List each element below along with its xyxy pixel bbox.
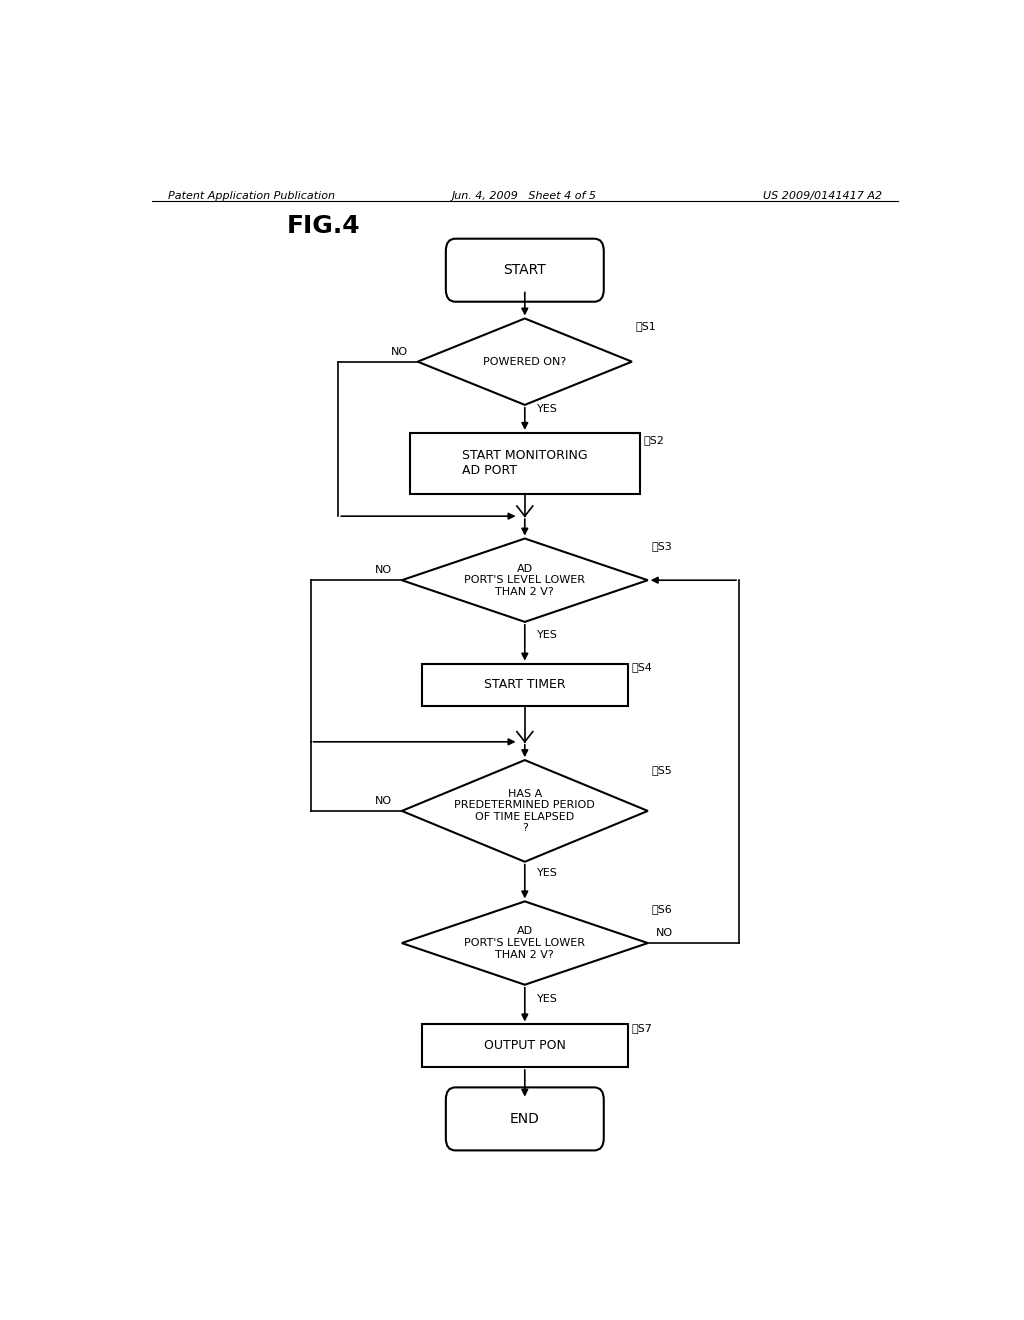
Polygon shape [401, 760, 648, 862]
Text: AD
PORT'S LEVEL LOWER
THAN 2 V?: AD PORT'S LEVEL LOWER THAN 2 V? [464, 927, 586, 960]
Text: ⌓S4: ⌓S4 [632, 663, 653, 672]
Text: US 2009/0141417 A2: US 2009/0141417 A2 [763, 191, 882, 201]
Text: YES: YES [537, 994, 558, 1005]
FancyBboxPatch shape [445, 239, 604, 302]
Polygon shape [418, 318, 632, 405]
Bar [422, 664, 628, 706]
Text: START TIMER: START TIMER [484, 678, 565, 692]
Text: ⌓S5: ⌓S5 [652, 766, 673, 775]
Text: ⌓S1: ⌓S1 [636, 322, 656, 331]
Text: YES: YES [537, 630, 558, 640]
Polygon shape [401, 539, 648, 622]
Text: AD
PORT'S LEVEL LOWER
THAN 2 V?: AD PORT'S LEVEL LOWER THAN 2 V? [464, 564, 586, 597]
Polygon shape [401, 902, 648, 985]
Text: ⌓S7: ⌓S7 [632, 1023, 653, 1034]
Text: ⌓S3: ⌓S3 [652, 541, 673, 550]
Text: POWERED ON?: POWERED ON? [483, 356, 566, 367]
Text: OUTPUT PON: OUTPUT PON [484, 1039, 565, 1052]
Text: YES: YES [537, 404, 558, 413]
Text: ⌓S6: ⌓S6 [652, 904, 673, 913]
Text: Patent Application Publication: Patent Application Publication [168, 191, 335, 201]
Text: NO: NO [375, 565, 392, 576]
FancyBboxPatch shape [445, 1088, 604, 1151]
Text: NO: NO [391, 347, 409, 356]
Text: HAS A
PREDETERMINED PERIOD
OF TIME ELAPSED
?: HAS A PREDETERMINED PERIOD OF TIME ELAPS… [455, 788, 595, 833]
Text: START: START [504, 263, 546, 277]
Text: FIG.4: FIG.4 [287, 214, 360, 239]
Text: Jun. 4, 2009   Sheet 4 of 5: Jun. 4, 2009 Sheet 4 of 5 [453, 191, 597, 201]
Text: END: END [510, 1111, 540, 1126]
Text: NO: NO [655, 928, 673, 939]
Bar [410, 433, 640, 494]
Text: ⌓S2: ⌓S2 [644, 436, 665, 445]
Text: NO: NO [375, 796, 392, 805]
Text: YES: YES [537, 869, 558, 878]
Text: START MONITORING
AD PORT: START MONITORING AD PORT [462, 449, 588, 478]
Bar [422, 1024, 628, 1067]
